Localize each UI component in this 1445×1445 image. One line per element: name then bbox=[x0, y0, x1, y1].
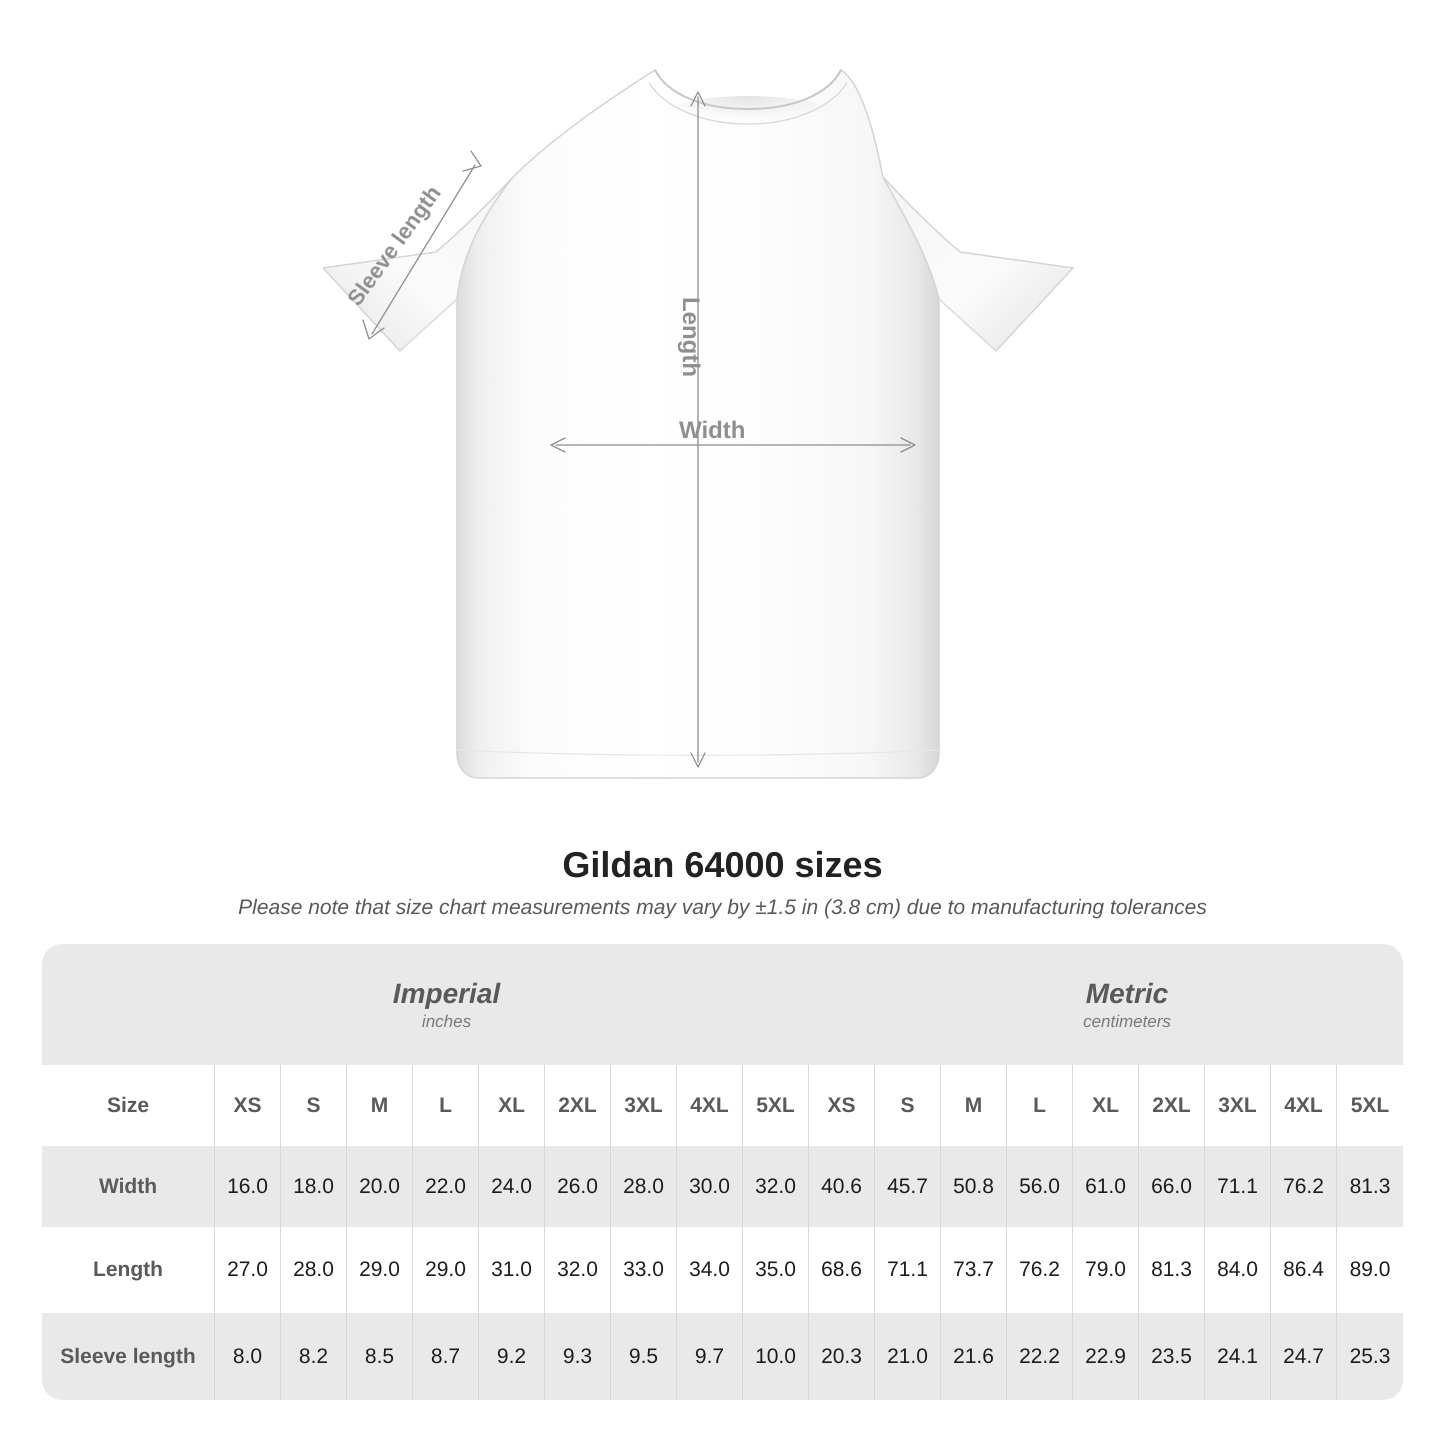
svg-text:Width: Width bbox=[679, 417, 745, 444]
svg-text:Length: Length bbox=[677, 297, 704, 377]
